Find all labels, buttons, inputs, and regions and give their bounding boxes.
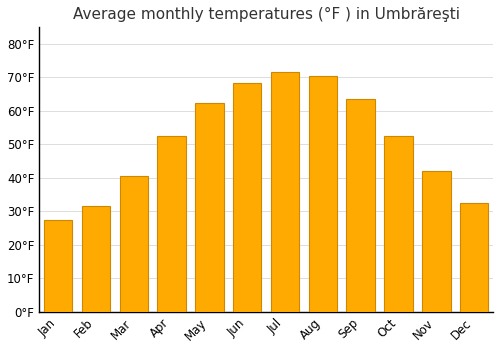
Title: Average monthly temperatures (°F ) in Umbrăreşti: Average monthly temperatures (°F ) in Um… — [72, 7, 460, 22]
Bar — [158, 136, 186, 312]
Bar — [44, 220, 72, 312]
Bar — [460, 203, 488, 312]
Bar — [384, 136, 412, 312]
Bar — [233, 83, 262, 312]
Bar — [195, 103, 224, 312]
Bar — [346, 99, 375, 312]
Bar — [308, 76, 337, 312]
Bar — [271, 72, 299, 312]
Bar — [422, 171, 450, 312]
Bar — [82, 206, 110, 312]
Bar — [120, 176, 148, 312]
